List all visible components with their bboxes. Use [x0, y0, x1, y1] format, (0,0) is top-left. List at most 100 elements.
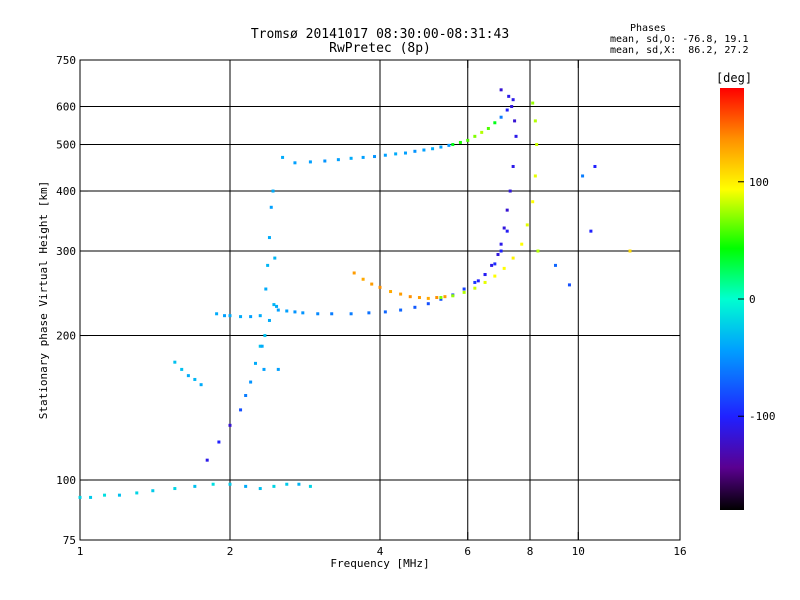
colorbar-ticks: 100 0 -100	[738, 176, 776, 423]
y-tick-label: 75	[63, 534, 76, 547]
y-tick-label: 400	[56, 185, 76, 198]
data-point	[117, 493, 121, 497]
chart-subtitle: RwPretec (8p)	[329, 41, 431, 56]
data-point	[239, 315, 243, 319]
data-point	[496, 253, 500, 257]
phase-stats-title: Phases	[630, 23, 666, 34]
data-point	[513, 119, 517, 123]
x-axis-label: Frequency [MHz]	[330, 557, 429, 570]
data-point	[262, 367, 266, 371]
data-point	[336, 158, 340, 162]
data-point	[281, 155, 285, 159]
data-point	[567, 283, 571, 287]
data-point	[264, 287, 268, 291]
data-point	[493, 274, 497, 278]
data-point	[367, 311, 371, 315]
x-tick-label: 16	[673, 545, 686, 558]
y-tick-label: 300	[56, 245, 76, 258]
data-point	[413, 149, 417, 153]
data-point	[135, 491, 139, 495]
data-point	[297, 482, 301, 486]
data-point	[593, 164, 597, 168]
data-point	[466, 138, 470, 142]
data-point	[413, 305, 417, 309]
phase-stats: Phases mean, sd,O: -76.8, 19.1 mean, sd,…	[610, 23, 748, 56]
data-point	[199, 383, 203, 387]
y-tick-label: 100	[56, 474, 76, 487]
data-point	[486, 126, 490, 130]
colorbar-tick-label: 100	[749, 176, 769, 189]
data-point	[511, 256, 515, 260]
data-point	[244, 484, 248, 488]
data-point	[520, 242, 524, 246]
data-point	[103, 493, 107, 497]
data-point	[502, 226, 506, 230]
data-point	[330, 312, 334, 316]
x-tick-label: 4	[377, 545, 384, 558]
data-point	[473, 280, 477, 284]
data-point	[394, 152, 398, 156]
data-point	[505, 108, 509, 112]
data-point	[499, 115, 503, 119]
axis-ticks	[79, 59, 681, 541]
x-tick-label: 6	[464, 545, 471, 558]
data-point	[244, 394, 248, 398]
data-point	[272, 303, 276, 307]
data-point	[285, 482, 289, 486]
data-point	[535, 143, 539, 147]
data-point	[293, 161, 297, 165]
data-point	[285, 309, 289, 313]
data-point	[473, 286, 477, 290]
data-point	[531, 101, 535, 105]
data-point	[439, 297, 443, 301]
colorbar-tick-label: -100	[749, 410, 776, 423]
data-point	[217, 440, 221, 444]
data-point	[426, 296, 430, 300]
colorbar-tick-label: 0	[749, 293, 756, 306]
y-tick-labels: 75 100 200 300 400 500 600 750	[56, 54, 76, 547]
data-point	[249, 315, 253, 319]
data-point	[228, 423, 232, 427]
data-point	[272, 484, 276, 488]
data-point	[553, 263, 557, 267]
data-point	[211, 482, 215, 486]
data-point	[493, 121, 497, 125]
data-point	[514, 134, 518, 138]
data-point	[349, 156, 353, 160]
data-point	[426, 302, 430, 306]
data-point	[451, 294, 455, 298]
data-point	[151, 489, 155, 493]
x-tick-label: 1	[77, 545, 84, 558]
data-point	[263, 334, 267, 338]
data-point	[180, 367, 184, 371]
data-point	[186, 374, 190, 378]
data-point	[273, 256, 277, 260]
data-point	[228, 482, 232, 486]
data-point	[193, 377, 197, 381]
data-point	[589, 229, 593, 233]
data-point	[323, 159, 327, 163]
y-tick-label: 750	[56, 54, 76, 67]
y-axis-label: Stationary phase Virtual Height [km]	[37, 181, 50, 419]
data-point	[462, 287, 466, 291]
data-point	[383, 153, 387, 157]
grid	[80, 60, 680, 540]
data-point	[443, 295, 447, 299]
data-point	[417, 296, 421, 300]
data-point	[403, 151, 407, 155]
data-point	[483, 280, 487, 284]
data-point	[510, 105, 514, 109]
data-point	[499, 249, 503, 253]
data-point	[439, 145, 443, 149]
data-point	[361, 155, 365, 159]
data-point	[239, 408, 243, 412]
data-point	[173, 487, 177, 491]
data-point	[301, 311, 305, 315]
data-point	[462, 290, 466, 294]
data-point	[378, 285, 382, 289]
data-point	[205, 458, 209, 462]
data-point	[447, 143, 451, 147]
phase-stats-x-mode: mean, sd,X: 86.2, 27.2	[610, 45, 748, 56]
data-point	[253, 361, 257, 365]
data-point	[533, 119, 537, 123]
